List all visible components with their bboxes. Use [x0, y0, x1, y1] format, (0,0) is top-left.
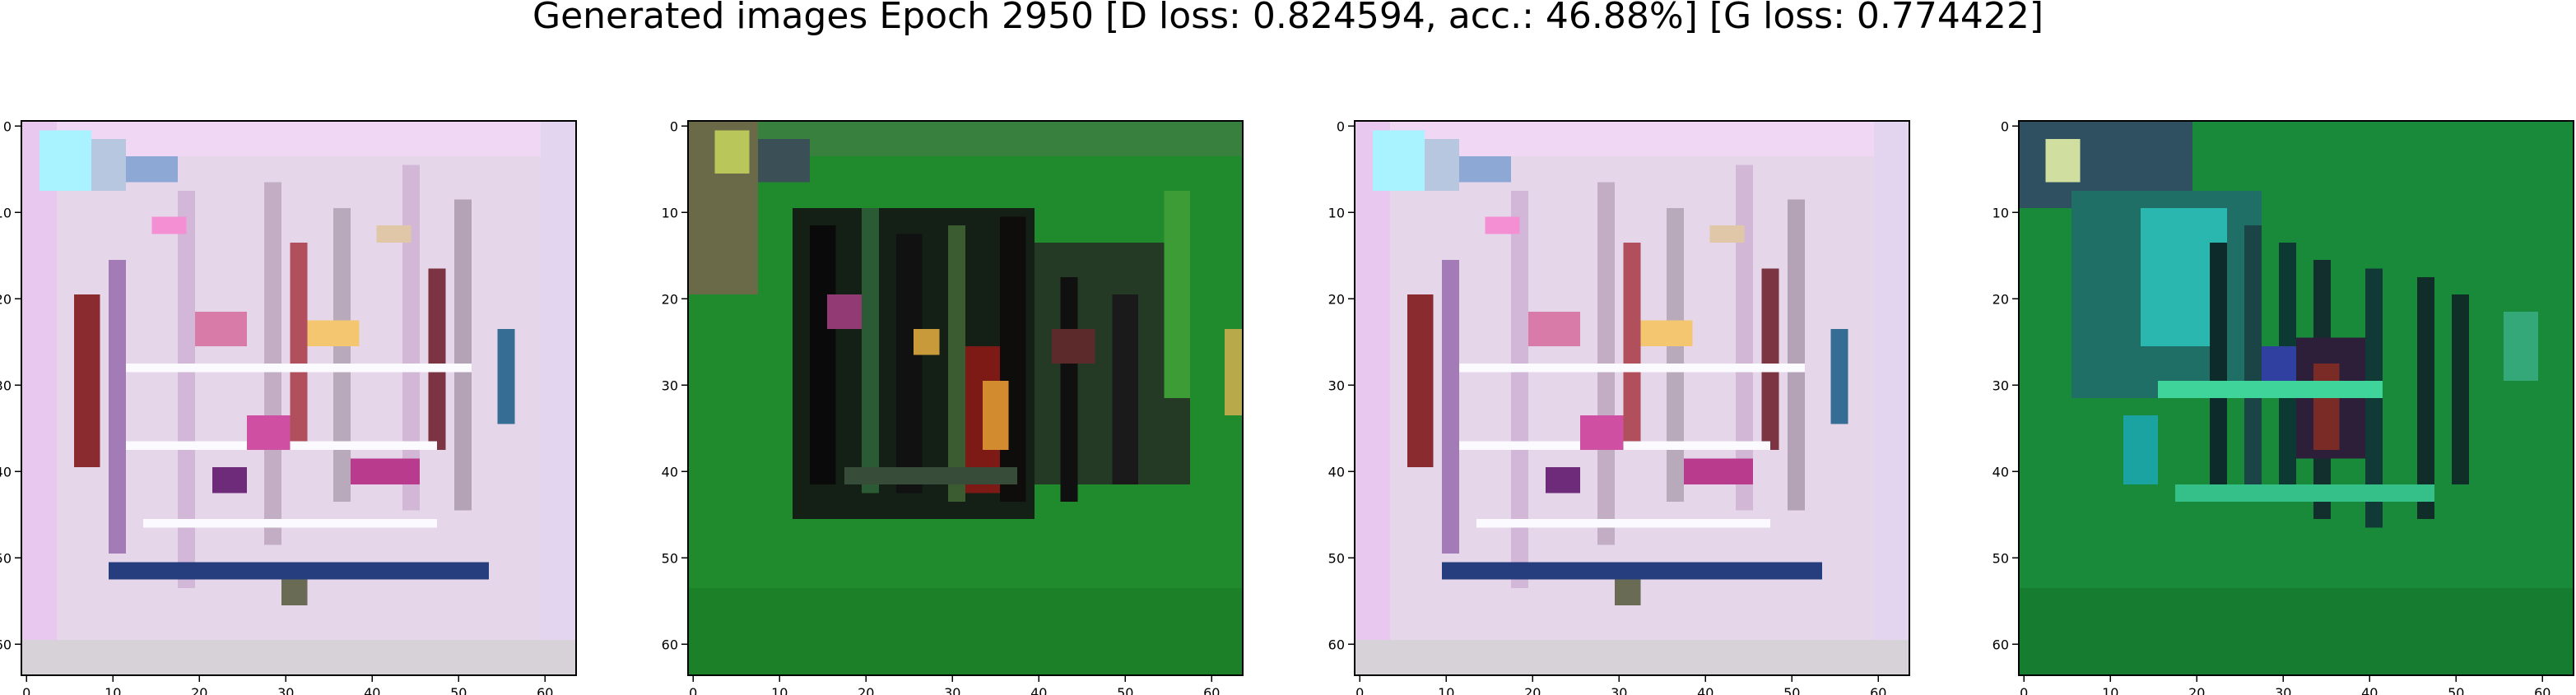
y-tick-label-panel-3-4: 40 [1328, 464, 1345, 480]
y-tick-label-panel-3-2: 20 [1328, 291, 1345, 307]
x-tick-label-panel-2-2: 20 [858, 685, 874, 695]
generated-image-2 [689, 122, 1242, 674]
x-tick-label-panel-3-3: 30 [1611, 685, 1627, 695]
y-tick-label-panel-3-0: 0 [1337, 118, 1345, 134]
x-tick-label-panel-3-0: 0 [1355, 685, 1364, 695]
image-panel-2 [687, 120, 1244, 676]
y-tick-label-panel-3-5: 50 [1328, 550, 1345, 566]
x-tick-label-panel-2-3: 30 [944, 685, 960, 695]
x-tick-label-panel-4-3: 30 [2275, 685, 2291, 695]
y-tick-label-panel-2-1: 10 [662, 205, 678, 220]
x-tick-label-panel-2-6: 60 [1203, 685, 1220, 695]
x-tick-label-panel-3-4: 40 [1697, 685, 1713, 695]
generated-image-3 [1355, 122, 1909, 674]
y-tick-label-panel-4-0: 0 [2001, 118, 2009, 134]
x-tick-label-panel-4-2: 20 [2188, 685, 2205, 695]
y-tick-label-panel-2-3: 30 [662, 378, 678, 393]
x-tick-label-panel-4-4: 40 [2361, 685, 2378, 695]
y-tick-label-panel-3-1: 10 [1328, 205, 1345, 220]
generated-image-1 [22, 122, 575, 674]
x-tick-label-panel-3-1: 10 [1438, 685, 1454, 695]
image-panel-4 [2018, 120, 2574, 676]
y-tick-label-panel-3-6: 60 [1328, 637, 1345, 652]
y-tick-label-panel-4-5: 50 [1992, 550, 2009, 566]
image-panel-3 [1354, 120, 1910, 676]
x-tick-label-panel-3-2: 20 [1524, 685, 1541, 695]
x-tick-label-panel-2-5: 50 [1117, 685, 1133, 695]
y-tick-label-panel-2-5: 50 [662, 550, 678, 566]
y-tick-label-panel-3-3: 30 [1328, 378, 1345, 393]
x-tick-label-panel-1-2: 20 [191, 685, 207, 695]
y-tick-label-panel-2-4: 40 [662, 464, 678, 480]
x-tick-label-panel-4-0: 0 [2020, 685, 2028, 695]
image-panel-1 [21, 120, 577, 676]
y-tick-label-panel-4-6: 60 [1992, 637, 2009, 652]
y-tick-label-panel-4-2: 20 [1992, 291, 2009, 307]
x-tick-label-panel-2-4: 40 [1030, 685, 1047, 695]
x-tick-label-panel-1-0: 0 [22, 685, 30, 695]
y-tick-label-panel-2-6: 60 [662, 637, 678, 652]
y-tick-label-panel-4-4: 40 [1992, 464, 2009, 480]
y-tick-label-panel-1-5: 50 [0, 550, 12, 566]
x-tick-label-panel-1-5: 50 [450, 685, 467, 695]
x-tick-label-panel-1-1: 10 [105, 685, 121, 695]
figure-title: Generated images Epoch 2950 [D loss: 0.8… [532, 0, 2044, 37]
x-tick-label-panel-3-5: 50 [1783, 685, 1800, 695]
y-tick-label-panel-1-6: 60 [0, 637, 12, 652]
y-tick-label-panel-1-0: 0 [3, 118, 12, 134]
y-tick-label-panel-2-0: 0 [670, 118, 678, 134]
generated-image-4 [2020, 122, 2573, 674]
x-tick-label-panel-4-6: 60 [2534, 685, 2550, 695]
x-tick-label-panel-2-1: 10 [771, 685, 788, 695]
y-tick-label-panel-4-1: 10 [1992, 205, 2009, 220]
y-tick-label-panel-1-1: 10 [0, 205, 12, 220]
x-tick-label-panel-4-5: 50 [2448, 685, 2464, 695]
x-tick-label-panel-2-0: 0 [689, 685, 697, 695]
x-tick-label-panel-4-1: 10 [2102, 685, 2118, 695]
x-tick-label-panel-1-3: 30 [277, 685, 294, 695]
x-tick-label-panel-1-4: 40 [364, 685, 380, 695]
x-tick-label-panel-3-6: 60 [1870, 685, 1886, 695]
y-tick-label-panel-4-3: 30 [1992, 378, 2009, 393]
x-tick-label-panel-1-6: 60 [537, 685, 553, 695]
y-tick-label-panel-1-3: 30 [0, 378, 12, 393]
y-tick-label-panel-2-2: 20 [662, 291, 678, 307]
y-tick-label-panel-1-4: 40 [0, 464, 12, 480]
y-tick-label-panel-1-2: 20 [0, 291, 12, 307]
